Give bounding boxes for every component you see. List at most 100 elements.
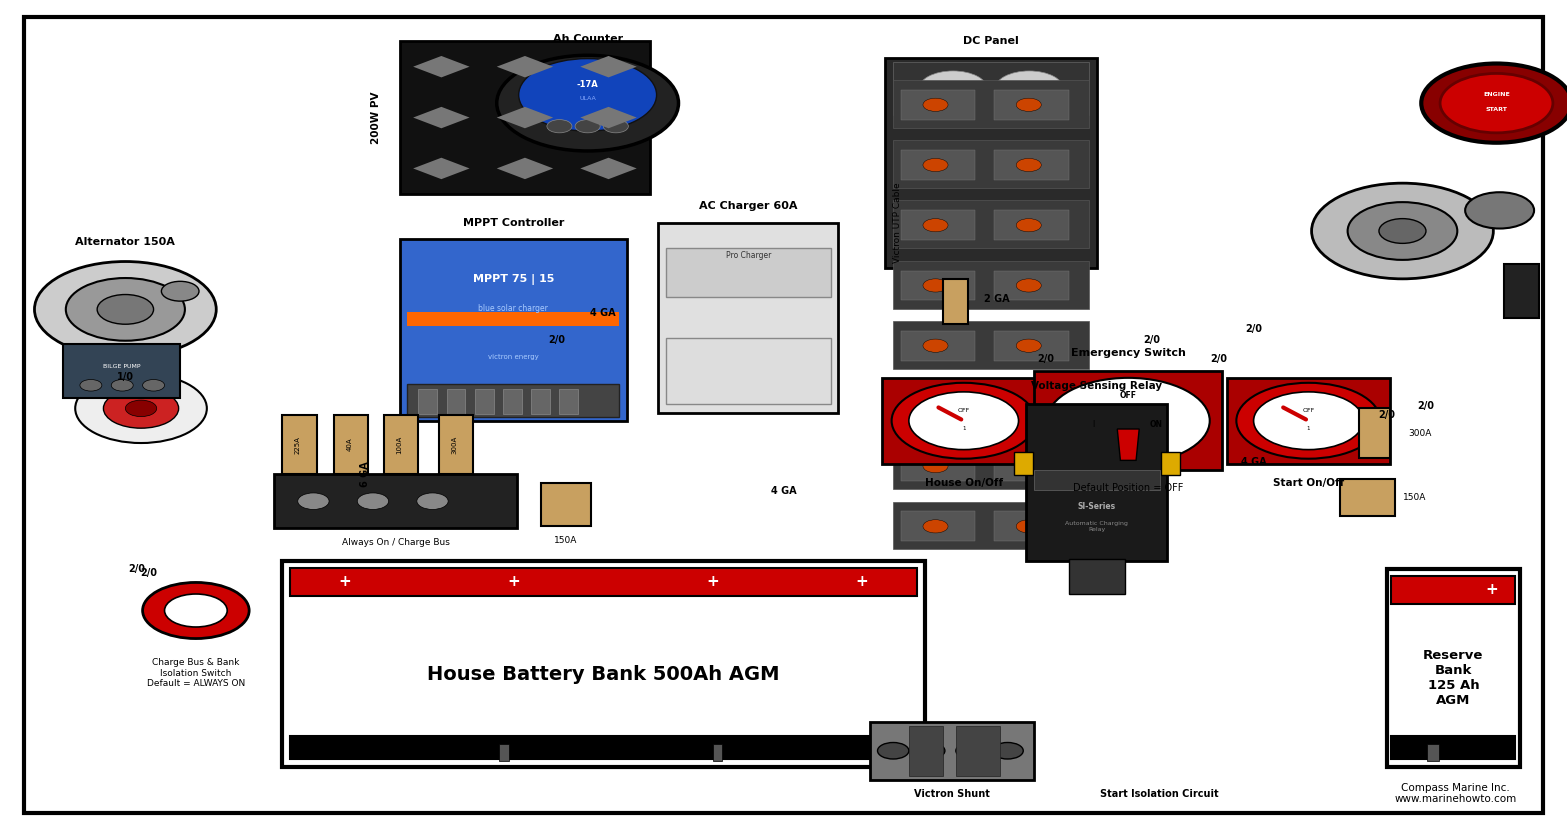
- FancyBboxPatch shape: [541, 483, 591, 526]
- Text: Reserve
Bank
125 Ah
AGM: Reserve Bank 125 Ah AGM: [1423, 649, 1484, 707]
- Circle shape: [298, 493, 329, 510]
- Text: ON: ON: [1150, 421, 1163, 429]
- FancyBboxPatch shape: [658, 223, 838, 412]
- Circle shape: [923, 460, 948, 473]
- Text: MPPT Controller: MPPT Controller: [462, 218, 564, 228]
- Circle shape: [1421, 64, 1567, 143]
- FancyBboxPatch shape: [274, 474, 517, 528]
- Text: OFF: OFF: [957, 408, 970, 413]
- Text: ULAA: ULAA: [580, 97, 595, 101]
- FancyBboxPatch shape: [901, 90, 975, 120]
- FancyBboxPatch shape: [531, 389, 550, 414]
- Text: 150A: 150A: [555, 536, 577, 544]
- Circle shape: [125, 400, 157, 417]
- Text: Emergency Switch: Emergency Switch: [1070, 348, 1186, 358]
- Text: +: +: [707, 574, 719, 589]
- Text: 4 GA: 4 GA: [1241, 457, 1266, 468]
- FancyBboxPatch shape: [447, 389, 465, 414]
- FancyBboxPatch shape: [995, 391, 1069, 421]
- Circle shape: [143, 582, 249, 639]
- Text: victron energy: victron energy: [487, 354, 539, 361]
- Circle shape: [417, 493, 448, 510]
- FancyBboxPatch shape: [439, 415, 473, 474]
- FancyBboxPatch shape: [1428, 744, 1439, 761]
- Text: Default Position = OFF: Default Position = OFF: [1073, 483, 1183, 493]
- Circle shape: [909, 392, 1019, 450]
- FancyBboxPatch shape: [995, 271, 1069, 300]
- Circle shape: [97, 295, 154, 324]
- Text: 1/0: 1/0: [118, 372, 133, 382]
- Circle shape: [497, 55, 679, 151]
- Text: 150A: 150A: [1402, 493, 1426, 502]
- FancyBboxPatch shape: [956, 726, 1000, 776]
- FancyBboxPatch shape: [500, 744, 509, 761]
- Text: START: START: [1486, 107, 1507, 112]
- FancyBboxPatch shape: [882, 378, 1045, 464]
- FancyBboxPatch shape: [901, 331, 975, 361]
- FancyBboxPatch shape: [334, 415, 368, 474]
- Circle shape: [575, 120, 600, 133]
- Circle shape: [892, 383, 1036, 459]
- FancyBboxPatch shape: [901, 391, 975, 421]
- FancyBboxPatch shape: [407, 312, 619, 327]
- FancyBboxPatch shape: [1504, 264, 1539, 318]
- FancyBboxPatch shape: [893, 62, 1089, 116]
- Circle shape: [1017, 339, 1042, 352]
- Text: 40A: 40A: [346, 438, 353, 451]
- Circle shape: [1017, 520, 1042, 533]
- FancyBboxPatch shape: [995, 150, 1069, 180]
- Text: Ah Counter: Ah Counter: [553, 34, 622, 44]
- Circle shape: [923, 219, 948, 232]
- Circle shape: [1017, 158, 1042, 172]
- Text: Always On / Charge Bus: Always On / Charge Bus: [342, 539, 450, 547]
- Circle shape: [1465, 192, 1534, 229]
- Text: House On/Off: House On/Off: [925, 478, 1003, 488]
- FancyBboxPatch shape: [893, 200, 1089, 248]
- Text: blue solar charger: blue solar charger: [478, 304, 548, 313]
- FancyBboxPatch shape: [893, 381, 1089, 429]
- FancyBboxPatch shape: [475, 389, 494, 414]
- Text: -17A: -17A: [577, 81, 599, 89]
- Text: 2/0: 2/0: [141, 568, 157, 578]
- Text: 300A: 300A: [1409, 429, 1432, 437]
- Text: 6 GA: 6 GA: [360, 461, 370, 488]
- Polygon shape: [497, 106, 553, 129]
- FancyBboxPatch shape: [870, 722, 1034, 780]
- Text: 1: 1: [1307, 427, 1310, 431]
- Circle shape: [1047, 378, 1210, 464]
- Circle shape: [1236, 383, 1381, 459]
- FancyBboxPatch shape: [400, 41, 650, 194]
- Polygon shape: [497, 158, 553, 179]
- Circle shape: [956, 742, 987, 759]
- Polygon shape: [580, 56, 636, 78]
- FancyBboxPatch shape: [666, 338, 831, 404]
- Circle shape: [357, 493, 389, 510]
- Text: House Battery Bank 500Ah AGM: House Battery Bank 500Ah AGM: [428, 665, 779, 684]
- Text: MPPT 75 | 15: MPPT 75 | 15: [473, 274, 553, 285]
- Text: 2/0: 2/0: [128, 564, 144, 574]
- Text: Automatic Charging
Relay: Automatic Charging Relay: [1066, 521, 1128, 532]
- FancyBboxPatch shape: [1391, 576, 1515, 604]
- Text: BILGE PUMP: BILGE PUMP: [103, 364, 139, 370]
- Text: 4 GA: 4 GA: [771, 487, 796, 497]
- Circle shape: [878, 742, 909, 759]
- Circle shape: [1017, 219, 1042, 232]
- Text: AC Charger 60A: AC Charger 60A: [699, 201, 798, 211]
- FancyBboxPatch shape: [893, 140, 1089, 188]
- Polygon shape: [580, 106, 636, 129]
- FancyBboxPatch shape: [995, 451, 1069, 481]
- Text: Pro Charger: Pro Charger: [726, 252, 771, 260]
- FancyBboxPatch shape: [418, 389, 437, 414]
- FancyBboxPatch shape: [290, 568, 917, 596]
- FancyBboxPatch shape: [282, 415, 317, 474]
- Text: Alternator 150A: Alternator 150A: [75, 237, 176, 247]
- Circle shape: [165, 594, 227, 627]
- FancyBboxPatch shape: [1034, 371, 1222, 470]
- FancyBboxPatch shape: [503, 389, 522, 414]
- FancyBboxPatch shape: [893, 321, 1089, 369]
- Circle shape: [923, 339, 948, 352]
- Text: Start Isolation Circuit: Start Isolation Circuit: [1100, 789, 1219, 799]
- Circle shape: [1017, 399, 1042, 412]
- Polygon shape: [414, 106, 470, 129]
- FancyBboxPatch shape: [1161, 452, 1180, 475]
